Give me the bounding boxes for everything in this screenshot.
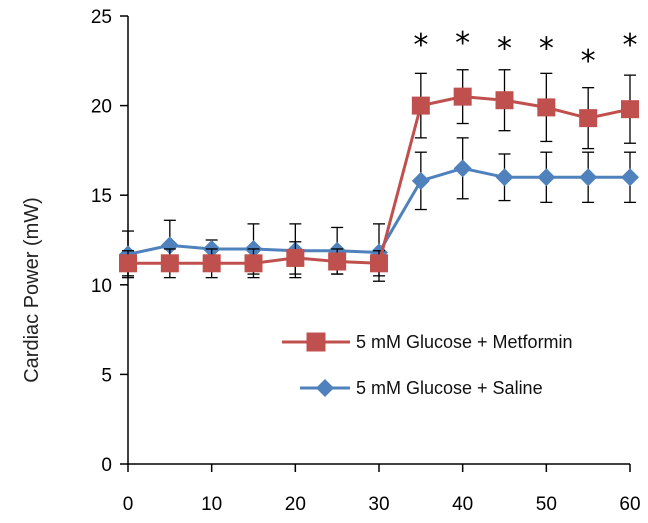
significance-mark-40: *: [455, 26, 470, 61]
legend-label-metformin: 5 mM Glucose + Metformin: [356, 332, 573, 352]
y-tick-label-25: 25: [91, 7, 112, 28]
significance-mark-60: *: [623, 28, 638, 63]
y-tick-label-0: 0: [101, 455, 112, 476]
point-metformin-60: [621, 100, 639, 119]
x-ticks: 0 10 20 30 40 50 60: [123, 464, 641, 515]
point-metformin-20: [286, 248, 305, 267]
y-tick-label-20: 20: [91, 97, 112, 118]
significance-marks: * * * * * *: [413, 26, 637, 79]
legend-marker-saline: [316, 379, 334, 397]
legend: 5 mM Glucose + Metformin 5 mM Glucose + …: [282, 332, 573, 398]
legend-item-saline: 5 mM Glucose + Saline: [300, 378, 543, 398]
series-layer: [119, 69, 639, 282]
point-metformin-25: [328, 252, 347, 271]
point-metformin-5: [160, 254, 179, 273]
point-metformin-50: [537, 98, 556, 117]
point-saline-55: [579, 168, 598, 187]
y-tick-label-15: 15: [91, 186, 112, 207]
point-saline-60: [621, 168, 639, 187]
significance-mark-45: *: [497, 31, 512, 66]
point-metformin-30: [370, 254, 388, 273]
x-tick-label-30: 30: [368, 494, 389, 515]
point-metformin-15: [244, 254, 263, 273]
x-tick-label-60: 60: [619, 494, 640, 515]
series-metformin: [119, 69, 639, 279]
significance-mark-35: *: [413, 28, 428, 63]
point-metformin-45: [495, 91, 514, 110]
point-metformin-55: [579, 109, 598, 128]
y-ticks: 0 5 10 15 20 25: [91, 7, 128, 476]
point-metformin-40: [453, 87, 472, 106]
point-metformin-0: [119, 254, 137, 273]
significance-mark-50: *: [539, 31, 554, 66]
x-tick-label-20: 20: [285, 494, 306, 515]
point-metformin-10: [202, 254, 221, 273]
point-saline-50: [537, 168, 556, 187]
y-tick-label-5: 5: [101, 365, 112, 386]
x-tick-label-10: 10: [201, 494, 222, 515]
significance-mark-55: *: [581, 44, 596, 79]
x-tick-label-40: 40: [452, 494, 473, 515]
y-tick-label-10: 10: [91, 276, 112, 297]
point-metformin-35: [411, 96, 430, 115]
point-saline-35: [411, 171, 430, 190]
legend-label-saline: 5 mM Glucose + Saline: [356, 378, 543, 398]
point-saline-45: [495, 168, 514, 187]
legend-item-metformin: 5 mM Glucose + Metformin: [282, 332, 573, 352]
x-tick-label-0: 0: [123, 494, 134, 515]
x-tick-label-50: 50: [536, 494, 557, 515]
point-saline-40: [453, 159, 472, 178]
legend-marker-metformin: [306, 332, 326, 352]
point-saline-5: [160, 236, 179, 255]
y-axis-title: Cardiac Power (mW): [21, 197, 43, 383]
